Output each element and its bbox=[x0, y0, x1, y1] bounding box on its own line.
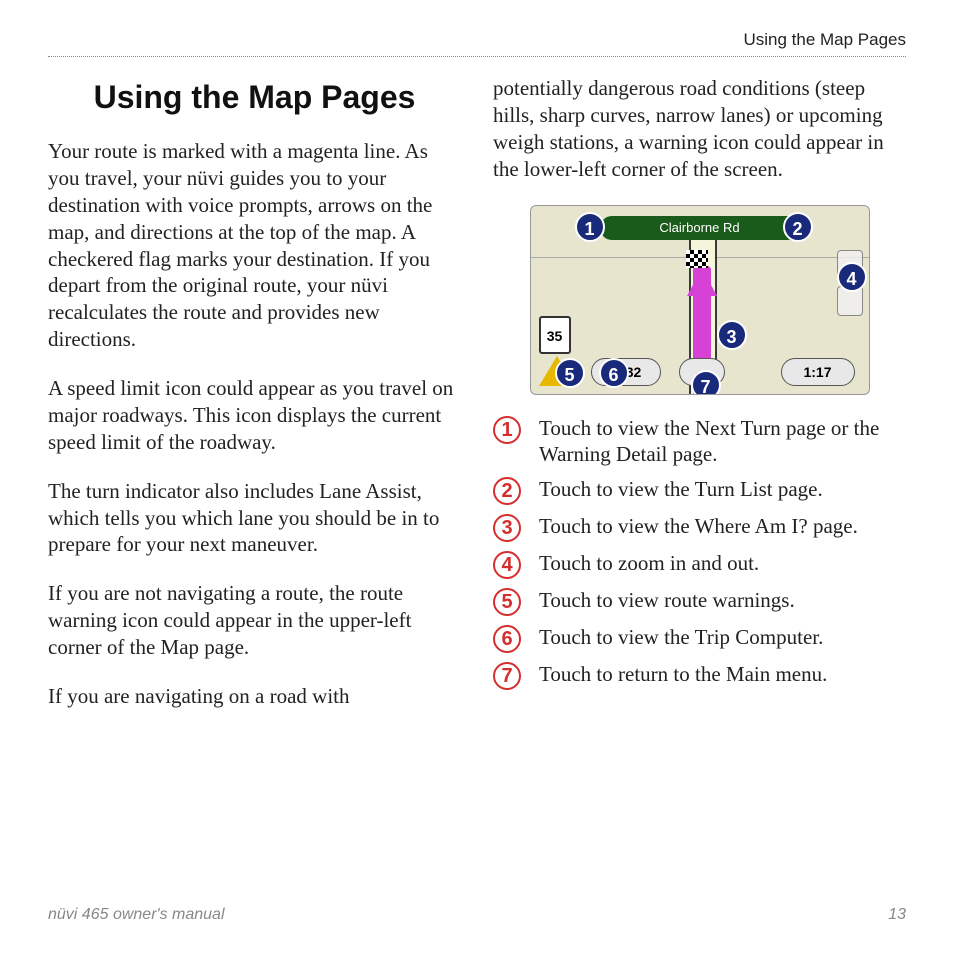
street-name-bar[interactable]: Clairborne Rd bbox=[600, 216, 800, 240]
callout-number-icon: 3 bbox=[493, 514, 521, 542]
map-screenshot: Clairborne Rd 35 32 1:17 1243567 bbox=[530, 205, 870, 395]
paragraph: If you are navigating on a road with bbox=[48, 683, 461, 710]
callout-item: 6 Touch to view the Trip Computer. bbox=[493, 624, 906, 653]
callout-badge-4: 4 bbox=[837, 262, 867, 292]
two-column-layout: Using the Map Pages Your route is marked… bbox=[48, 75, 906, 732]
paragraph: potentially dangerous road conditions (s… bbox=[493, 75, 906, 183]
callout-badge-7: 7 bbox=[691, 370, 721, 395]
callout-number-icon: 5 bbox=[493, 588, 521, 616]
footer-manual-name: nüvi 465 owner's manual bbox=[48, 906, 225, 924]
page-title: Using the Map Pages bbox=[48, 79, 461, 116]
direction-arrow-icon bbox=[687, 268, 717, 296]
paragraph: The turn indicator also includes Lane As… bbox=[48, 478, 461, 559]
paragraph: Your route is marked with a magenta line… bbox=[48, 138, 461, 353]
callout-number-icon: 6 bbox=[493, 625, 521, 653]
callout-text: Touch to view the Turn List page. bbox=[539, 476, 906, 503]
callout-text: Touch to view route warnings. bbox=[539, 587, 906, 614]
callout-number-icon: 1 bbox=[493, 416, 521, 444]
paragraph: If you are not navigating a route, the r… bbox=[48, 580, 461, 661]
callout-badge-1: 1 bbox=[575, 212, 605, 242]
callout-number-icon: 4 bbox=[493, 551, 521, 579]
callout-item: 4 Touch to zoom in and out. bbox=[493, 550, 906, 579]
callout-badge-2: 2 bbox=[783, 212, 813, 242]
footer-page-number: 13 bbox=[888, 906, 906, 924]
callout-text: Touch to view the Next Turn page or the … bbox=[539, 415, 906, 469]
callout-list: 1 Touch to view the Next Turn page or the… bbox=[493, 415, 906, 691]
callout-badge-3: 3 bbox=[717, 320, 747, 350]
callout-item: 5 Touch to view route warnings. bbox=[493, 587, 906, 616]
callout-item: 3 Touch to view the Where Am I? page. bbox=[493, 513, 906, 542]
callout-text: Touch to zoom in and out. bbox=[539, 550, 906, 577]
callout-badge-5: 5 bbox=[555, 358, 585, 388]
header-section-title: Using the Map Pages bbox=[743, 30, 906, 49]
speed-limit-sign: 35 bbox=[539, 316, 571, 354]
callout-badge-6: 6 bbox=[599, 358, 629, 388]
callout-number-icon: 2 bbox=[493, 477, 521, 505]
callout-item: 2 Touch to view the Turn List page. bbox=[493, 476, 906, 505]
callout-item: 7 Touch to return to the Main menu. bbox=[493, 661, 906, 690]
callout-text: Touch to return to the Main menu. bbox=[539, 661, 906, 688]
callout-text: Touch to view the Trip Computer. bbox=[539, 624, 906, 651]
paragraph: A speed limit icon could appear as you t… bbox=[48, 375, 461, 456]
destination-flag-icon bbox=[686, 250, 708, 268]
arrival-time-pill[interactable]: 1:17 bbox=[781, 358, 855, 386]
page-footer: nüvi 465 owner's manual 13 bbox=[48, 906, 906, 924]
callout-text: Touch to view the Where Am I? page. bbox=[539, 513, 906, 540]
right-column: potentially dangerous road conditions (s… bbox=[493, 75, 906, 732]
callout-item: 1 Touch to view the Next Turn page or the… bbox=[493, 415, 906, 469]
left-column: Using the Map Pages Your route is marked… bbox=[48, 75, 461, 732]
callout-number-icon: 7 bbox=[493, 662, 521, 690]
header-section: Using the Map Pages bbox=[48, 30, 906, 57]
